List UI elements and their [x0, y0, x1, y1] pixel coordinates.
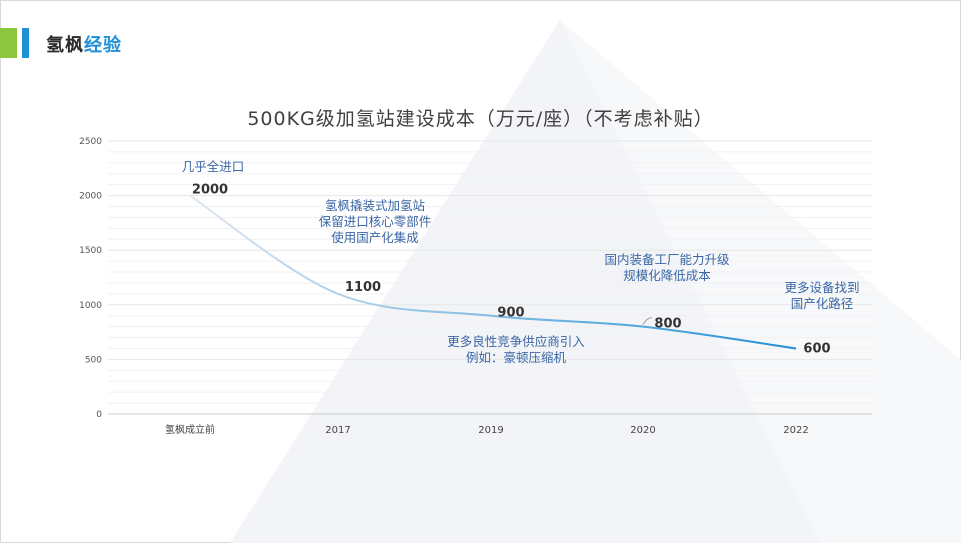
- data-label: 1100: [345, 280, 381, 295]
- y-tick-label: 2000: [79, 192, 102, 202]
- data-label: 600: [803, 341, 830, 356]
- data-label: 2000: [192, 183, 228, 198]
- annotation-line: 例如：豪顿压缩机: [466, 350, 567, 365]
- annotation-line: 使用国产化集成: [331, 230, 419, 245]
- x-tick-label: 氢枫成立前: [165, 423, 215, 436]
- annotation-line: 国产化路径: [791, 296, 854, 311]
- annotation-text: 氢枫撬装式加氢站保留进口核心零部件使用国产化集成: [319, 198, 432, 245]
- annotation-line: 更多良性竞争供应商引入: [447, 334, 585, 349]
- y-tick-label: 1000: [79, 301, 102, 311]
- annotation-line: 几乎全进口: [182, 159, 245, 174]
- accent-bar-green: [0, 28, 17, 58]
- annotation-line: 规模化降低成本: [623, 268, 711, 283]
- annotation-line: 更多设备找到: [784, 280, 859, 295]
- annotation-text: 更多良性竞争供应商引入例如：豪顿压缩机: [447, 334, 585, 365]
- annotation-line: 氢枫撬装式加氢站: [325, 198, 425, 213]
- series-line: [189, 194, 797, 350]
- annotations: 几乎全进口氢枫撬装式加氢站保留进口核心零部件使用国产化集成更多良性竞争供应商引入…: [182, 159, 860, 365]
- data-label: 900: [497, 306, 524, 321]
- series-line-path: [189, 194, 797, 350]
- y-tick-label: 0: [96, 410, 102, 420]
- x-tick-label: 2020: [630, 425, 655, 436]
- annotation-line: 国内装备工厂能力升级: [604, 252, 730, 267]
- annotation-text: 几乎全进口: [182, 159, 245, 174]
- y-tick-label: 2500: [79, 137, 102, 147]
- data-label: 800: [654, 317, 681, 332]
- x-tick-label: 2017: [325, 425, 350, 436]
- accent-bar-blue: [22, 28, 29, 58]
- page-title-part2: 经验: [84, 35, 122, 56]
- x-tick-label: 2022: [783, 425, 808, 436]
- axes: 0 500 1000 1500 2000 2500 氢枫成立前 2017 2019 2020 202…: [79, 137, 872, 436]
- annotation-text: 更多设备找到国产化路径: [784, 280, 859, 311]
- chart-title: 500KG级加氢站建设成本（万元/座）（不考虑补贴）: [247, 108, 714, 130]
- page-title: 氢枫经验: [46, 31, 122, 57]
- label-leader: [642, 317, 653, 325]
- annotation-text: 国内装备工厂能力升级规模化降低成本: [604, 252, 730, 283]
- y-tick-label: 1500: [79, 246, 102, 256]
- x-tick-label: 2019: [478, 425, 503, 436]
- y-tick-label: 500: [85, 355, 102, 365]
- page-title-part1: 氢枫: [46, 35, 84, 56]
- annotation-line: 保留进口核心零部件: [319, 214, 432, 229]
- data-labels: 2000 1100 900 800 600: [192, 183, 831, 357]
